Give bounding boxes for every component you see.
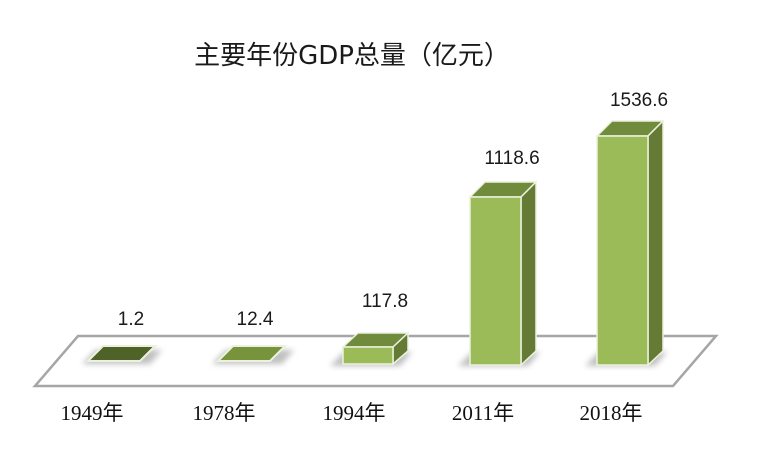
value-label-1949: 1.2 — [118, 309, 144, 330]
category-label-2011: 2011年 — [452, 401, 514, 425]
category-label-1994: 1994年 — [323, 401, 386, 425]
bar-1949 — [85, 345, 158, 362]
chart-title: 主要年份GDP总量（亿元） — [194, 41, 510, 71]
bar-1978 — [215, 345, 288, 362]
bar-1994 — [341, 331, 410, 366]
category-labels: 1949年 1978年 1994年 2011年 2018年 — [61, 401, 643, 425]
value-labels: 1.2 12.4 117.8 1118.6 1536.6 — [118, 90, 668, 330]
value-label-1994: 117.8 — [362, 291, 408, 312]
value-label-2018: 1536.6 — [610, 90, 668, 111]
bar-2011 — [468, 180, 538, 367]
category-label-1949: 1949年 — [61, 401, 124, 425]
bar-2018 — [595, 119, 665, 367]
value-label-1978: 12.4 — [237, 309, 274, 330]
value-label-2011: 1118.6 — [484, 148, 539, 169]
category-label-1978: 1978年 — [193, 401, 256, 425]
category-label-2018: 2018年 — [580, 401, 643, 425]
